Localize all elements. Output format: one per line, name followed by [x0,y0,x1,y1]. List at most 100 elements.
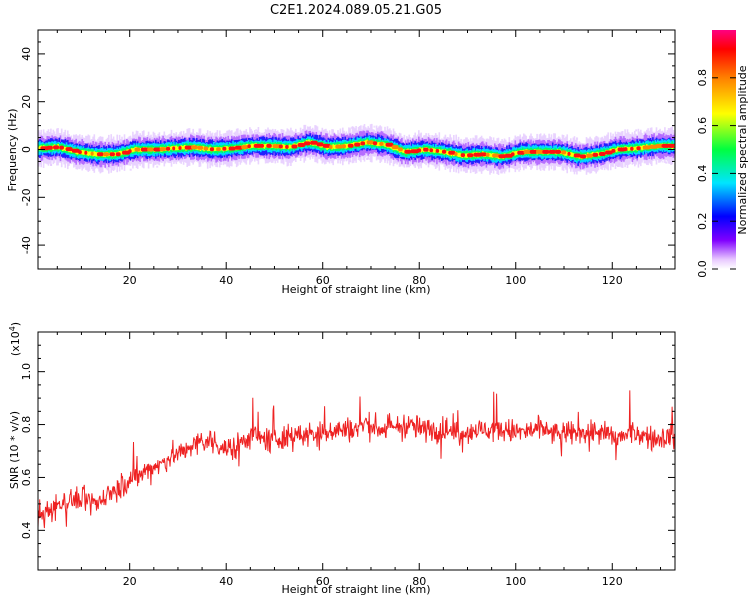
heatmap-core-peak [529,149,538,154]
heatmap-core-peak [96,152,104,157]
heatmap-halo-speck [129,168,132,171]
heatmap-band-column [130,148,133,153]
heatmap-core-peak [667,143,675,148]
heatmap-core-peak [191,145,198,150]
figure-title: C2E1.2024.089.05.21.G05 [270,3,442,18]
heatmap-core-peak [53,145,60,150]
heatmap-band-column [384,143,386,147]
heatmap-band-column [345,144,348,149]
spectrogram-y-axis-label: Frequency (Hz) [6,109,19,192]
heatmap-halo-speck [665,161,668,164]
y-tick-label: -20 [20,188,33,206]
heatmap-core-peak [379,141,384,146]
heatmap-core-peak [611,148,616,153]
heatmap-core-peak [329,145,333,149]
heatmap-core-peak [78,150,82,155]
heatmap-core-peak [46,145,53,150]
heatmap-band-column [634,146,636,151]
heatmap-core-peak [623,147,628,152]
heatmap-halo-speck [156,165,159,168]
heatmap-core-peak [122,150,131,155]
heatmap-band-column [93,151,96,156]
heatmap-halo-speck [317,130,320,133]
heatmap-core-peak [159,147,167,152]
heatmap-band-column [402,149,404,153]
heatmap-core-peak [354,142,361,147]
heatmap-core-peak [260,143,264,148]
heatmap-core-peak [84,150,88,155]
heatmap-band-column [377,142,379,147]
colorbar-gradient [712,30,736,269]
heatmap-halo-speck [518,169,521,172]
heatmap-core-peak [222,146,227,151]
heatmap-core-peak [498,154,507,159]
heatmap-halo-speck [368,158,371,160]
heatmap-core-peak [441,149,447,154]
heatmap-core-peak [454,152,458,156]
heatmap-band-column [175,145,178,151]
heatmap-band-column [566,152,569,156]
heatmap-core-peak [372,141,378,146]
heatmap-core-peak [272,144,281,149]
heatmap-band-column [132,148,134,153]
heatmap-core-peak [385,142,394,147]
heatmap-core-peak [134,147,141,152]
heatmap-core-peak [548,149,556,154]
colorbar-ticks: 0.00.20.40.60.8 [696,69,736,278]
heatmap-core-peak [291,144,298,149]
y-tick-label: 0 [20,146,33,153]
heatmap-halo-speck [255,129,258,131]
heatmap-halo-speck [661,160,664,163]
heatmap-core-peak [234,145,243,150]
heatmap-core-peak [310,140,318,145]
heatmap-core-peak [103,152,110,157]
heatmap-core-peak [140,147,149,152]
heatmap-band-column [282,144,285,149]
heatmap-core-peak [429,148,434,153]
heatmap-band-column [597,152,600,157]
heatmap-band-column [364,140,367,145]
heatmap-band-column [64,146,67,151]
heatmap-band-column [447,150,449,155]
heatmap-core-peak [598,152,606,156]
heatmap-core-peak [347,143,354,148]
heatmap-core-peak [460,153,466,158]
heatmap-band-layers [38,123,675,175]
spectrogram-x-axis-label: Height of straight line (km) [281,283,430,296]
y-tick-label: 20 [20,95,33,109]
x-tick-label: 20 [123,274,137,287]
heatmap-band-column [120,150,122,156]
heatmap-core-peak [554,149,562,154]
heatmap-band-column [133,148,135,152]
heatmap-band-column [571,152,573,157]
heatmap-core-peak [536,149,545,154]
heatmap-band-column [181,145,184,150]
heatmap-band-column [38,146,40,150]
colorbar-tick-label: 0.4 [696,165,709,183]
x-tick-label: 100 [505,274,526,287]
heatmap-band-column [614,148,617,152]
heatmap-band-column [641,146,643,151]
x-tick-label: 40 [219,274,233,287]
colorbar-tick-label: 0.2 [696,212,709,230]
heatmap-core-peak [523,149,532,154]
heatmap-band-column [635,146,637,150]
heatmap-core-peak [617,147,626,152]
heatmap-core-peak [341,144,346,149]
heatmap-core-peak [391,145,399,150]
heatmap-band-column [383,142,385,146]
heatmap-core-peak [128,149,132,154]
heatmap-core-peak [435,148,440,153]
heatmap-core-peak [586,153,593,158]
heatmap-band-column [250,144,252,148]
heatmap-core-peak [335,144,343,149]
heatmap-band-column [251,143,254,148]
heatmap-band-column [208,147,210,151]
heatmap-band-column [490,153,493,158]
heatmap-band-column [94,151,97,157]
heatmap-core-peak [65,147,73,152]
heatmap-band-column [441,149,443,154]
heatmap-band-column [87,151,90,156]
